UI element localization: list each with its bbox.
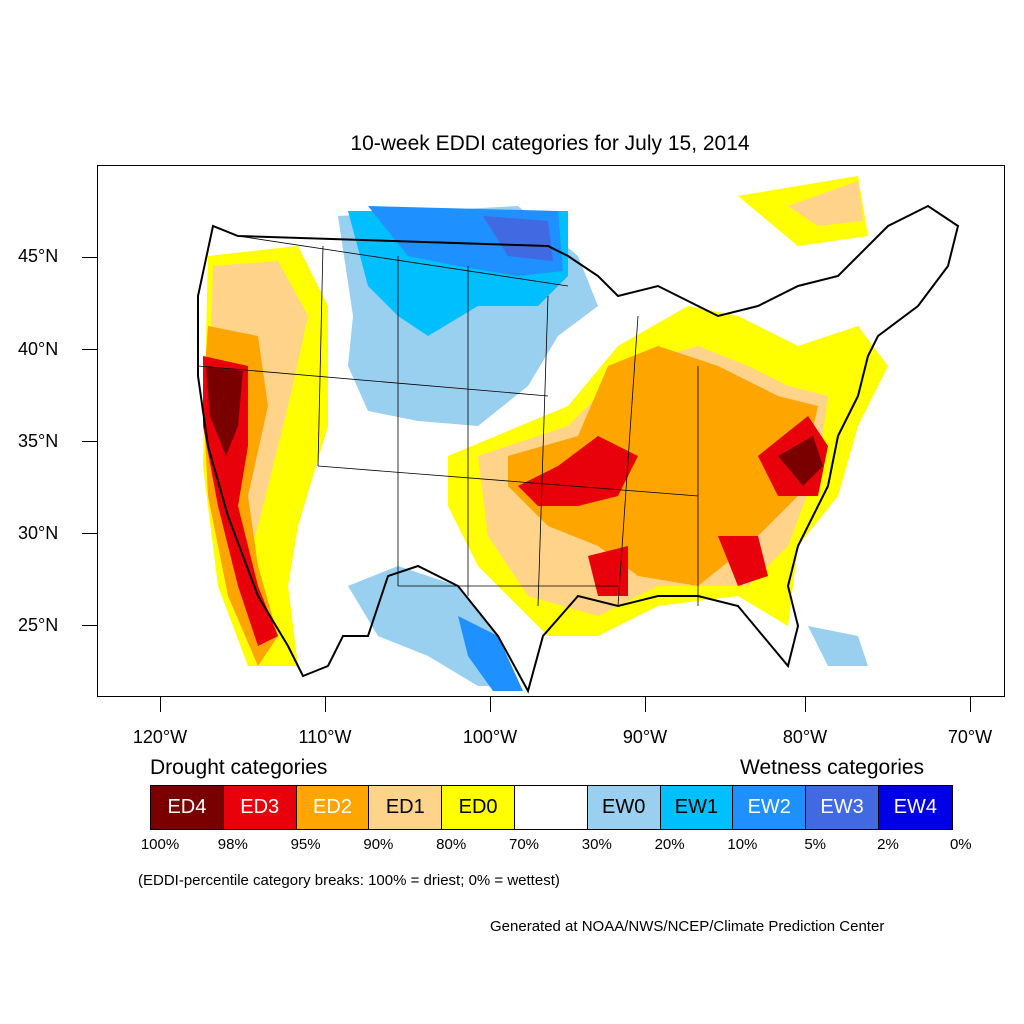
lat-tick-40 <box>82 349 97 350</box>
lat-tick-25 <box>82 625 97 626</box>
wetness-legend-heading: Wetness categories <box>740 756 925 779</box>
percentile-break-label: 90% <box>363 836 394 853</box>
state-borders <box>197 235 699 607</box>
percentile-break-label: 100% <box>140 836 180 853</box>
lat-label-25: 25°N <box>18 615 59 635</box>
category-shading <box>203 176 888 691</box>
ed2-region-east <box>508 346 818 586</box>
legend-cell-ew0: EW0 <box>587 786 661 829</box>
lat-label-45: 45°N <box>18 246 59 266</box>
lon-label-100: 100°W <box>462 727 518 747</box>
lat-tick-45 <box>82 257 97 258</box>
lat-tick-35 <box>82 441 97 442</box>
lon-tick-110 <box>325 697 326 712</box>
lon-tick-120 <box>160 697 161 712</box>
lon-label-90: 90°W <box>622 727 668 747</box>
ew1-region-texas <box>458 616 523 691</box>
lon-label-120: 120°W <box>132 727 188 747</box>
legend-cell-ed1: ED1 <box>369 786 443 829</box>
lat-label-30: 30°N <box>18 523 59 543</box>
ed3-region-east-3 <box>718 536 768 586</box>
percentile-break-label: 20% <box>654 836 685 853</box>
ew0-region-florida <box>808 626 868 666</box>
eddi-map <box>97 165 1005 697</box>
percentile-break-label: 95% <box>290 836 321 853</box>
lat-tick-30 <box>82 533 97 534</box>
percentile-break-label: 10% <box>727 836 758 853</box>
lon-tick-100 <box>490 697 491 712</box>
legend-cell-ew4: EW4 <box>878 786 952 829</box>
geographic-outlines <box>197 204 960 694</box>
us-outline <box>197 204 960 694</box>
lat-label-35: 35°N <box>18 431 59 451</box>
legend-cell-ew2: EW2 <box>733 786 807 829</box>
lon-label-70: 70°W <box>947 727 993 747</box>
lon-tick-90 <box>645 697 646 712</box>
percentile-break-label: 98% <box>217 836 248 853</box>
percentile-break-label: 5% <box>804 836 827 853</box>
drought-legend-heading: Drought categories <box>150 756 328 779</box>
ed1-region-northeast <box>788 181 863 226</box>
lon-label-80: 80°W <box>782 727 828 747</box>
legend-cell-ed3: ED3 <box>223 786 297 829</box>
legend-cell-ed2: ED2 <box>296 786 370 829</box>
ed3-region-east-4 <box>588 546 628 596</box>
legend-cell-neutral <box>514 786 588 829</box>
legend-note: (EDDI-percentile category breaks: 100% =… <box>138 872 560 889</box>
lon-label-110: 110°W <box>298 727 352 747</box>
lat-label-40: 40°N <box>18 339 59 359</box>
percentile-break-label: 2% <box>877 836 899 853</box>
credit-line: Generated at NOAA/NWS/NCEP/Climate Predi… <box>490 918 885 935</box>
ed4-region-west <box>206 366 243 456</box>
percentile-break-label: 70% <box>508 836 540 853</box>
category-legend-bar: ED4 ED3 ED2 ED1 ED0 EW0 EW1 EW2 EW3 EW4 <box>150 785 953 830</box>
legend-cell-ed0: ED0 <box>442 786 515 829</box>
lon-tick-70 <box>970 697 971 712</box>
percentile-break-label: 0% <box>949 836 972 853</box>
lon-tick-80 <box>805 697 806 712</box>
legend-cell-ed4: ED4 <box>151 786 224 829</box>
legend-cell-ew3: EW3 <box>806 786 879 829</box>
percentile-break-label: 80% <box>436 836 467 853</box>
map-title: 10-week EDDI categories for July 15, 201… <box>350 132 750 155</box>
ew3-region-north <box>483 216 553 261</box>
eddi-map-graphic <box>197 176 960 694</box>
legend-cell-ew1: EW1 <box>660 786 734 829</box>
ed4-region-east <box>778 436 823 486</box>
percentile-break-label: 30% <box>581 836 612 853</box>
